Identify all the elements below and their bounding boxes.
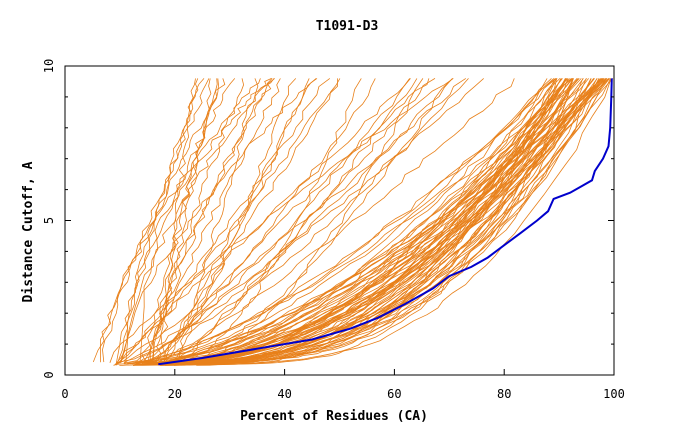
model-curve [141, 78, 219, 363]
model-curve [204, 78, 574, 363]
x-axis-label: Percent of Residues (CA) [240, 409, 428, 424]
model-curve [196, 78, 569, 365]
model-curve [153, 78, 563, 363]
model-curve [222, 78, 612, 365]
model-curve [132, 78, 411, 366]
model-curve [102, 78, 210, 363]
model-curve [151, 78, 218, 363]
model-curve [180, 78, 436, 362]
model-curve [144, 78, 567, 363]
y-tick-label: 0 [42, 371, 56, 378]
model-curve [188, 78, 556, 363]
chart-title: T1091-D3 [316, 19, 379, 34]
model-curve [140, 78, 582, 363]
y-axis-label: Distance Cutoff, A [21, 161, 36, 302]
model-curve [109, 78, 454, 363]
x-tick-label: 0 [61, 387, 68, 401]
x-tick-label: 100 [603, 387, 625, 401]
model-curve [188, 78, 424, 366]
model-curve [99, 78, 261, 363]
model-curve [174, 78, 418, 364]
highlight-curve-line [158, 78, 613, 366]
model-curve [119, 78, 318, 364]
model-curve [147, 78, 245, 365]
model-curve [139, 78, 272, 362]
model-curve [141, 78, 281, 366]
y-tick-label: 10 [42, 59, 56, 73]
model-curve [173, 78, 259, 366]
model-curve [211, 78, 574, 365]
model-curve [158, 78, 317, 366]
model-curve [133, 78, 588, 362]
model-curve [120, 78, 205, 363]
model-curve [118, 78, 331, 363]
model-curve [155, 78, 310, 363]
other-model-curves [92, 78, 614, 366]
model-curve [135, 78, 552, 362]
model-curve [204, 78, 600, 362]
model-curve [119, 78, 555, 366]
model-curve [92, 78, 226, 363]
model-curve [123, 78, 484, 363]
model-curve [181, 78, 611, 363]
model-curve [170, 78, 573, 365]
model-curve [115, 78, 236, 365]
model-curve [171, 78, 297, 365]
model-curve [149, 78, 275, 363]
y-tick-label: 5 [42, 217, 56, 224]
model-curve [114, 78, 411, 366]
model-curve [115, 78, 338, 366]
x-tick-label: 60 [387, 387, 401, 401]
y-axis-ticks: 0 5 10 [42, 59, 614, 379]
x-axis-ticks: 0 20 40 60 80 100 [61, 369, 625, 401]
model-curve [206, 78, 563, 366]
x-tick-label: 40 [277, 387, 291, 401]
x-tick-label: 80 [497, 387, 511, 401]
model-curve [166, 78, 589, 364]
model-curve [152, 78, 273, 363]
x-tick-label: 20 [168, 387, 182, 401]
model-curve [162, 78, 341, 365]
model-curve [123, 78, 453, 364]
model-curve [115, 78, 580, 365]
highlight-model-curve [158, 78, 613, 366]
model-curve [163, 78, 430, 364]
model-curve [113, 78, 467, 366]
